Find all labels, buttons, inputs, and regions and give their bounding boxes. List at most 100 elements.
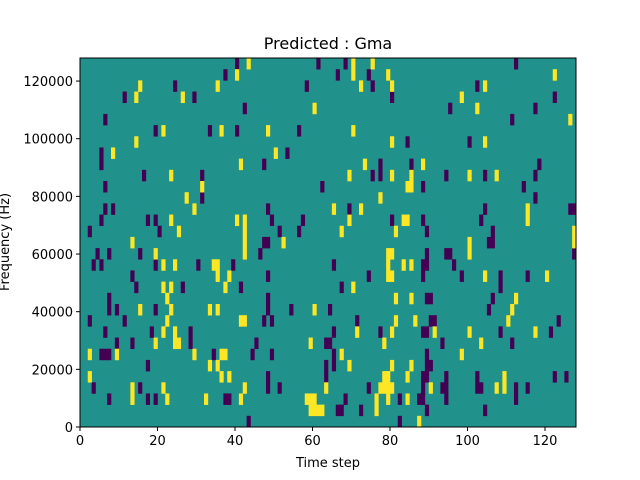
heatmap-cell-low [99,214,104,227]
heatmap-cell-high [506,315,511,327]
heatmap-cell-high [370,58,375,70]
heatmap-cell-low [107,348,112,361]
heatmap-cell-low [533,192,538,204]
heatmap-cell-low [483,404,488,417]
heatmap-cell-low [134,281,139,294]
heatmap-cell-low [107,292,112,305]
heatmap-cell-low [397,415,402,428]
heatmap-cell-low [424,371,430,383]
y-axis: 0 20000 40000 60000 80000 100000 120000 [23,75,80,436]
heatmap-cell-low [130,270,135,282]
heatmap-cell-high [242,382,247,394]
heatmap-cell-low [572,203,577,215]
heatmap-cell-high [227,270,232,282]
heatmap-cell-low [424,292,430,305]
heatmap-cell-low [331,259,337,271]
heatmap-cell-high [409,292,414,305]
heatmap-cell-low [304,80,309,92]
heatmap-cell-high [165,315,170,327]
heatmap-cell-high [475,102,480,115]
heatmap-cell-low [331,326,337,338]
heatmap-cell-high [165,292,170,305]
heatmap-cell-high [134,91,139,104]
heatmap-cell-low [99,348,104,361]
heatmap-cell-high [169,169,174,182]
heatmap-cell-low [87,225,92,238]
heatmap-cell-low [370,80,375,92]
heatmap-cell-low [238,281,244,294]
heatmap-cell-low [514,58,519,70]
heatmap-cell-high [138,80,143,92]
heatmap-cell-high [525,214,530,227]
heatmap-cell-low [498,326,503,338]
heatmap-cell-low [452,259,457,271]
heatmap-cell-low [153,214,158,227]
heatmap-cell-low [424,348,430,361]
heatmap-cell-high [180,91,185,104]
heatmap-cell-high [459,348,464,361]
heatmap-cell-high [374,393,379,405]
heatmap-cell-low [246,415,251,428]
x-tick-label: 120 [533,434,558,449]
heatmap-cell-low [138,382,143,394]
heatmap-cell-high [316,404,321,417]
heatmap-cell-low [479,214,484,227]
heatmap-cell-low [572,248,577,260]
heatmap-cell-low [409,158,414,171]
heatmap-cell-high [510,304,515,316]
heatmap-cell-high [572,236,577,249]
heatmap-cell-low [339,404,344,417]
heatmap-cell-high [405,371,410,383]
heatmap-cell-low [95,248,100,260]
heatmap-cell-low [366,382,371,394]
heatmap-cell-low [266,371,271,383]
heatmap-cell-high [223,348,228,361]
heatmap-cell-low [421,382,426,394]
heatmap-cell-high [339,225,344,238]
heatmap-cell-high [169,214,174,227]
y-tick-label: 100000 [23,133,73,148]
heatmap-cell-low [114,337,120,350]
heatmap-cell-low [378,169,383,182]
heatmap-cell-low [483,169,488,182]
heatmap-cell-low [87,315,92,327]
heatmap-cell-low [107,393,112,405]
heatmap-cell-low [188,337,193,350]
heatmap-cell-high [405,181,410,193]
heatmap-cell-high [355,326,360,338]
heatmap-cell-low [378,326,383,338]
heatmap-cell-low [107,248,112,260]
heatmap-cell-high [390,248,395,260]
heatmap-cell-low [510,337,515,350]
heatmap-cell-high [304,393,309,405]
heatmap-cell-high [382,382,387,394]
heatmap-cell-low [122,315,127,327]
heatmap-cell-high [281,236,286,249]
heatmap-cell-low [490,236,495,249]
heatmap-cell-high [390,382,395,394]
heatmap-cell-high [378,192,383,204]
heatmap-cell-low [397,393,402,405]
heatmap-cell-low [533,102,538,115]
heatmap-cell-high [382,337,387,350]
heatmap-cell-low [153,304,158,316]
heatmap-cell-high [409,181,414,193]
heatmap-cell-low [521,181,526,193]
heatmap-cell-low [440,382,445,394]
heatmap-cell-high [219,348,224,361]
heatmap-cell-high [238,393,244,405]
heatmap-cell-high [161,281,166,294]
heatmap-cell-low [440,337,445,350]
heatmap-cell-high [393,315,399,327]
heatmap-cell-high [467,169,472,182]
x-axis-label: Time step [295,456,360,471]
heatmap-cell-high [362,158,368,171]
heatmap-cell-low [428,292,433,305]
heatmap-cell-high [169,304,174,316]
heatmap-cell-high [207,304,213,316]
heatmap-cell-low [475,80,480,92]
heatmap-cell-low [277,382,282,394]
x-tick-label: 80 [382,434,399,449]
heatmap-cell-low [405,136,410,148]
heatmap-cell-high [514,292,519,305]
